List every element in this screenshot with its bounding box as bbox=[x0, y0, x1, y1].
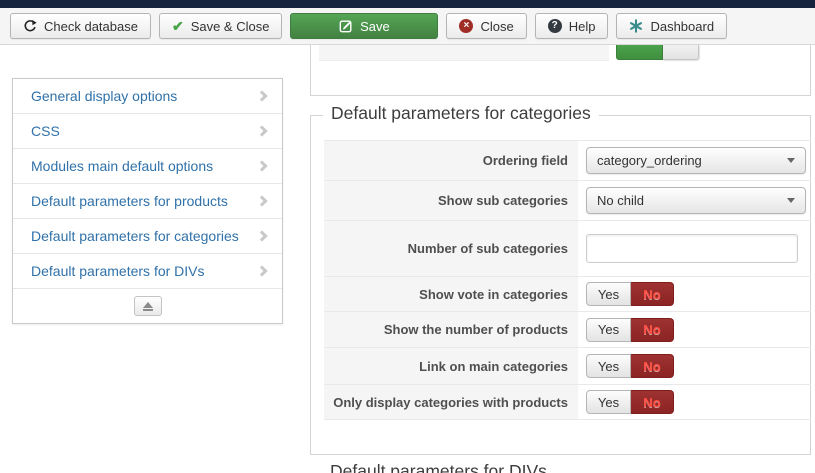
chevron-right-icon bbox=[256, 125, 268, 137]
selected-value: category_ordering bbox=[597, 153, 702, 168]
sidebar-item-default-parameters-for-categories[interactable]: Default parameters for categories bbox=[13, 219, 282, 254]
no-button-active[interactable]: No bbox=[631, 390, 674, 414]
previous-section-label-cell bbox=[319, 45, 609, 61]
no-button-active[interactable]: No bbox=[631, 282, 674, 306]
field-label: Number of sub categories bbox=[324, 221, 578, 276]
form-row-link-on-main-categories: Link on main categories Yes No bbox=[324, 348, 811, 385]
field-label: Only display categories with products bbox=[324, 385, 578, 419]
close-circle-icon: × bbox=[459, 19, 474, 33]
chevron-right-icon bbox=[256, 90, 268, 102]
sidebar-item-modules-main-default-options[interactable]: Modules main default options bbox=[13, 149, 282, 184]
settings-menu-panel: General display options CSS Modules main… bbox=[12, 78, 283, 324]
sidebar-item-label: Modules main default options bbox=[31, 158, 214, 174]
sidebar-item-label: CSS bbox=[31, 123, 60, 139]
field-label: Show sub categories bbox=[324, 181, 578, 220]
field-label: Link on main categories bbox=[324, 348, 578, 384]
help-button[interactable]: ? Help bbox=[534, 13, 609, 39]
sidebar-item-general-display-options[interactable]: General display options bbox=[13, 79, 282, 114]
sidebar-item-default-parameters-for-products[interactable]: Default parameters for products bbox=[13, 184, 282, 219]
toggle-yes-active-segment[interactable] bbox=[616, 45, 663, 60]
save-and-close-label: Save & Close bbox=[190, 18, 270, 34]
sidebar-item-label: Default parameters for products bbox=[31, 193, 228, 209]
only-display-categories-toggle: Yes No bbox=[586, 390, 674, 414]
chevron-right-icon bbox=[256, 265, 268, 277]
sidebar-item-default-parameters-for-divs[interactable]: Default parameters for DIVs bbox=[13, 254, 282, 289]
show-number-of-products-toggle: Yes No bbox=[586, 317, 674, 342]
yes-button[interactable]: Yes bbox=[586, 282, 631, 306]
collapse-menu-button[interactable] bbox=[133, 296, 162, 316]
categories-section: Default parameters for categories Orderi… bbox=[310, 103, 811, 455]
check-database-button[interactable]: Check database bbox=[10, 13, 151, 39]
toggle-no-segment[interactable] bbox=[663, 45, 699, 60]
chevron-right-icon bbox=[256, 160, 268, 172]
close-label: Close bbox=[480, 18, 514, 34]
chevron-right-icon bbox=[256, 195, 268, 207]
form-row-show-number-of-products: Show the number of products Yes No bbox=[324, 312, 811, 348]
form-row-show-vote-in-categories: Show vote in categories Yes No bbox=[324, 277, 811, 312]
dashboard-button[interactable]: Dashboard bbox=[616, 13, 728, 39]
yes-button[interactable]: Yes bbox=[586, 390, 631, 414]
sidebar-item-label: Default parameters for categories bbox=[31, 228, 239, 244]
save-label: Save bbox=[360, 18, 390, 34]
categories-form-table: Ordering field category_ordering Show su… bbox=[324, 140, 811, 420]
no-button-active[interactable]: No bbox=[631, 354, 674, 378]
form-row-ordering-field: Ordering field category_ordering bbox=[324, 140, 811, 181]
sidebar-item-label: General display options bbox=[31, 88, 178, 104]
next-section-title: Default parameters for DIVs bbox=[322, 461, 555, 473]
sidebar-footer bbox=[13, 289, 282, 323]
section-title: Default parameters for categories bbox=[323, 103, 599, 124]
chevron-right-icon bbox=[256, 230, 268, 242]
yes-button[interactable]: Yes bbox=[586, 317, 631, 342]
save-and-close-button[interactable]: ✔ Save & Close bbox=[158, 13, 283, 39]
caret-down-icon bbox=[787, 198, 795, 203]
form-row-only-display-categories-with-products: Only display categories with products Ye… bbox=[324, 385, 811, 420]
field-label: Show the number of products bbox=[324, 312, 578, 347]
edit-icon bbox=[339, 20, 352, 33]
eject-icon-bar bbox=[142, 308, 153, 311]
database-check-icon bbox=[24, 20, 37, 32]
help-label: Help bbox=[568, 18, 596, 34]
sidebar-item-label: Default parameters for DIVs bbox=[31, 263, 205, 279]
check-icon: ✔ bbox=[171, 18, 184, 34]
dashboard-label: Dashboard bbox=[650, 18, 715, 34]
check-database-label: Check database bbox=[44, 18, 138, 34]
previous-section-toggle bbox=[616, 45, 699, 60]
yes-button[interactable]: Yes bbox=[586, 354, 631, 378]
top-navy-bar bbox=[0, 0, 815, 8]
sidebar-item-css[interactable]: CSS bbox=[13, 114, 282, 149]
show-sub-categories-select[interactable]: No child bbox=[586, 187, 806, 214]
question-circle-icon: ? bbox=[547, 19, 562, 33]
form-row-number-of-sub-categories: Number of sub categories bbox=[324, 221, 811, 277]
link-on-main-categories-toggle: Yes No bbox=[586, 354, 674, 378]
no-button-active[interactable]: No bbox=[631, 317, 674, 342]
form-row-show-sub-categories: Show sub categories No child bbox=[324, 181, 811, 221]
toolbar: Check database ✔ Save & Close Save × Clo… bbox=[0, 8, 815, 45]
eject-icon bbox=[142, 301, 153, 308]
save-button[interactable]: Save bbox=[290, 13, 439, 39]
close-button[interactable]: × Close bbox=[446, 13, 527, 39]
caret-down-icon bbox=[787, 158, 795, 163]
show-vote-toggle: Yes No bbox=[586, 282, 674, 306]
previous-section-cutoff bbox=[310, 45, 811, 96]
field-label: Ordering field bbox=[324, 141, 578, 180]
asterisk-icon bbox=[630, 19, 643, 33]
field-label: Show vote in categories bbox=[324, 277, 578, 311]
number-of-sub-categories-input[interactable] bbox=[586, 234, 798, 263]
ordering-field-select[interactable]: category_ordering bbox=[586, 147, 806, 174]
selected-value: No child bbox=[597, 193, 644, 208]
